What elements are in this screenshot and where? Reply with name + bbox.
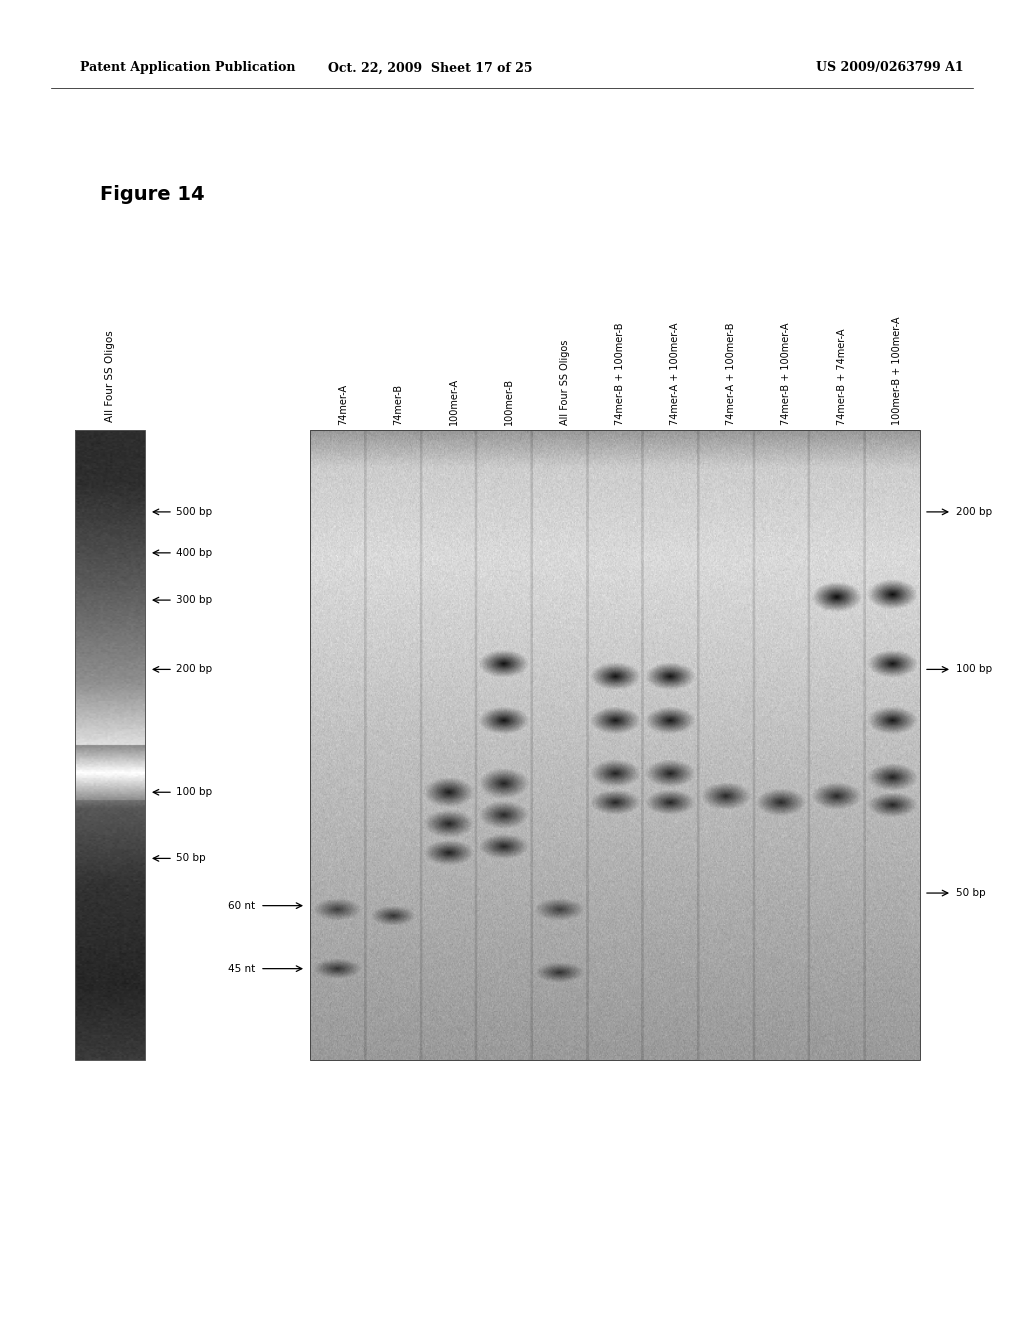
Text: US 2009/0263799 A1: US 2009/0263799 A1	[816, 62, 964, 74]
Text: 74mer-B + 74mer-A: 74mer-B + 74mer-A	[837, 329, 847, 425]
Text: 200 bp: 200 bp	[176, 664, 212, 675]
Text: 100mer-A: 100mer-A	[449, 378, 459, 425]
Bar	[75, 430, 145, 1060]
Text: All Four SS Oligos: All Four SS Oligos	[559, 339, 569, 425]
Text: Figure 14: Figure 14	[100, 186, 205, 205]
Text: 200 bp: 200 bp	[956, 507, 992, 517]
Text: 100mer-B: 100mer-B	[504, 378, 514, 425]
Text: 100mer-B + 100mer-A: 100mer-B + 100mer-A	[892, 317, 902, 425]
Text: 74mer-B + 100mer-A: 74mer-B + 100mer-A	[781, 322, 792, 425]
Text: 300 bp: 300 bp	[176, 595, 212, 605]
Text: 50 bp: 50 bp	[956, 888, 986, 898]
Text: 74mer-B + 100mer-B: 74mer-B + 100mer-B	[615, 322, 625, 425]
Text: Oct. 22, 2009  Sheet 17 of 25: Oct. 22, 2009 Sheet 17 of 25	[328, 62, 532, 74]
Text: 100 bp: 100 bp	[956, 664, 992, 675]
Text: 74mer-A + 100mer-B: 74mer-A + 100mer-B	[726, 322, 736, 425]
Text: 100 bp: 100 bp	[176, 787, 212, 797]
Text: All Four SS Oligos: All Four SS Oligos	[105, 330, 115, 422]
Text: 500 bp: 500 bp	[176, 507, 212, 517]
Text: 60 nt: 60 nt	[228, 900, 255, 911]
Text: Patent Application Publication: Patent Application Publication	[80, 62, 296, 74]
Text: 50 bp: 50 bp	[176, 854, 206, 863]
Bar	[310, 430, 920, 1060]
Text: 45 nt: 45 nt	[227, 964, 255, 974]
Text: 400 bp: 400 bp	[176, 548, 212, 558]
Text: 74mer-A: 74mer-A	[338, 384, 348, 425]
Text: 74mer-B: 74mer-B	[393, 384, 403, 425]
Text: 74mer-A + 100mer-A: 74mer-A + 100mer-A	[671, 322, 681, 425]
